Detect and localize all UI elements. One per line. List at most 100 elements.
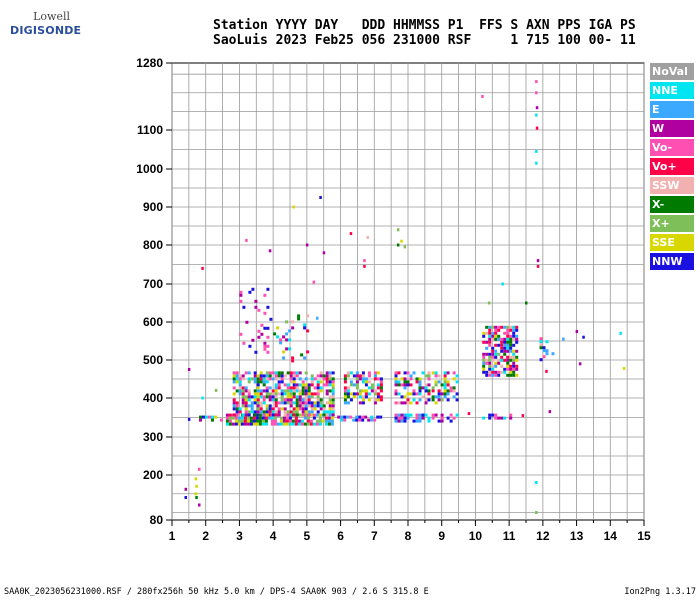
- echo-point: [412, 398, 416, 402]
- echo-point: [491, 331, 495, 335]
- echo-point: [494, 325, 498, 329]
- footer-version: Ion2Png 1.3.17: [624, 587, 696, 597]
- echo-point: [260, 332, 264, 336]
- echo-point: [306, 416, 310, 420]
- echo-point: [324, 422, 328, 426]
- echo-point: [424, 401, 428, 405]
- echo-point: [358, 392, 362, 396]
- echo-point: [340, 418, 344, 422]
- echo-point: [289, 371, 293, 375]
- echo-point: [316, 395, 320, 399]
- echo-point: [289, 389, 293, 393]
- echo-point-isolated: [187, 368, 191, 371]
- echo-point: [376, 386, 380, 390]
- echo-point: [271, 410, 275, 414]
- echo-point: [310, 410, 314, 414]
- echo-point: [443, 371, 447, 375]
- echo-point: [262, 413, 266, 417]
- echo-point: [262, 401, 266, 405]
- echo-point: [319, 386, 323, 390]
- echo-point: [506, 358, 510, 362]
- echo-point: [235, 371, 239, 375]
- echo-point: [421, 413, 425, 417]
- echo-point: [292, 392, 296, 396]
- echo-point: [280, 407, 284, 411]
- echo-point: [403, 416, 407, 420]
- echo-point: [370, 389, 374, 393]
- echo-point: [452, 377, 456, 381]
- echo-point: [256, 374, 260, 378]
- echo-point: [506, 349, 510, 353]
- echo-point: [406, 398, 410, 402]
- echo-point: [265, 392, 269, 396]
- echo-point: [263, 293, 267, 297]
- echo-point: [235, 374, 239, 378]
- echo-point: [358, 389, 362, 393]
- echo-point: [277, 383, 281, 387]
- echo-point: [228, 422, 232, 426]
- echo-point: [328, 383, 332, 387]
- echo-point: [277, 407, 281, 411]
- echo-point: [403, 413, 407, 417]
- echo-point: [328, 404, 332, 408]
- echo-point: [313, 377, 317, 381]
- echo-point: [283, 410, 287, 414]
- echo-point: [246, 416, 250, 420]
- echo-point: [295, 374, 299, 378]
- echo-point: [330, 422, 334, 426]
- echo-point: [349, 415, 353, 419]
- echo-point-isolated: [184, 496, 187, 499]
- echo-point: [400, 377, 404, 381]
- echo-point: [373, 398, 377, 402]
- echo-point: [298, 389, 302, 393]
- echo-point: [415, 401, 419, 405]
- echo-point: [267, 413, 271, 417]
- echo-point: [285, 347, 289, 351]
- echo-point: [306, 422, 310, 426]
- echo-point: [515, 334, 519, 338]
- echo-point: [265, 371, 269, 375]
- echo-point: [232, 413, 236, 417]
- echo-point: [328, 374, 332, 378]
- echo-point: [539, 346, 543, 350]
- echo-point: [286, 395, 290, 399]
- echo-point: [294, 416, 298, 420]
- echo-point: [274, 398, 278, 402]
- echo-point: [437, 374, 441, 378]
- echo-point: [512, 364, 516, 368]
- echo-point: [243, 416, 247, 420]
- echo-point-isolated: [319, 196, 322, 199]
- echo-point: [247, 404, 251, 408]
- echo-point: [494, 413, 498, 417]
- echo-point: [263, 311, 267, 315]
- echo-point: [292, 413, 296, 417]
- echo-point: [240, 416, 244, 420]
- echo-point: [241, 398, 245, 402]
- echo-point: [325, 413, 329, 417]
- echo-point: [370, 415, 374, 419]
- echo-point: [361, 380, 365, 384]
- echo-point: [376, 398, 380, 402]
- echo-point: [244, 410, 248, 414]
- echo-point: [286, 392, 290, 396]
- echo-point: [427, 389, 431, 393]
- echo-point: [373, 371, 377, 375]
- echo-point: [253, 392, 257, 396]
- echo-point: [512, 334, 516, 338]
- echo-point: [494, 361, 498, 365]
- echo-point: [455, 392, 459, 396]
- echo-point: [291, 419, 295, 423]
- echo-point: [346, 371, 350, 375]
- echo-point: [349, 392, 353, 396]
- echo-point: [397, 383, 401, 387]
- echo-point: [376, 377, 380, 381]
- echo-point: [274, 410, 278, 414]
- echo-point: [256, 383, 260, 387]
- echo-point: [367, 374, 371, 378]
- echo-point: [282, 350, 286, 354]
- footer-file-info: SAA0K_2023056231000.RSF / 280fx256h 50 k…: [4, 587, 429, 597]
- echo-point: [397, 419, 401, 423]
- echo-point: [225, 422, 229, 426]
- echo-point: [246, 419, 250, 423]
- echo-point: [494, 364, 498, 368]
